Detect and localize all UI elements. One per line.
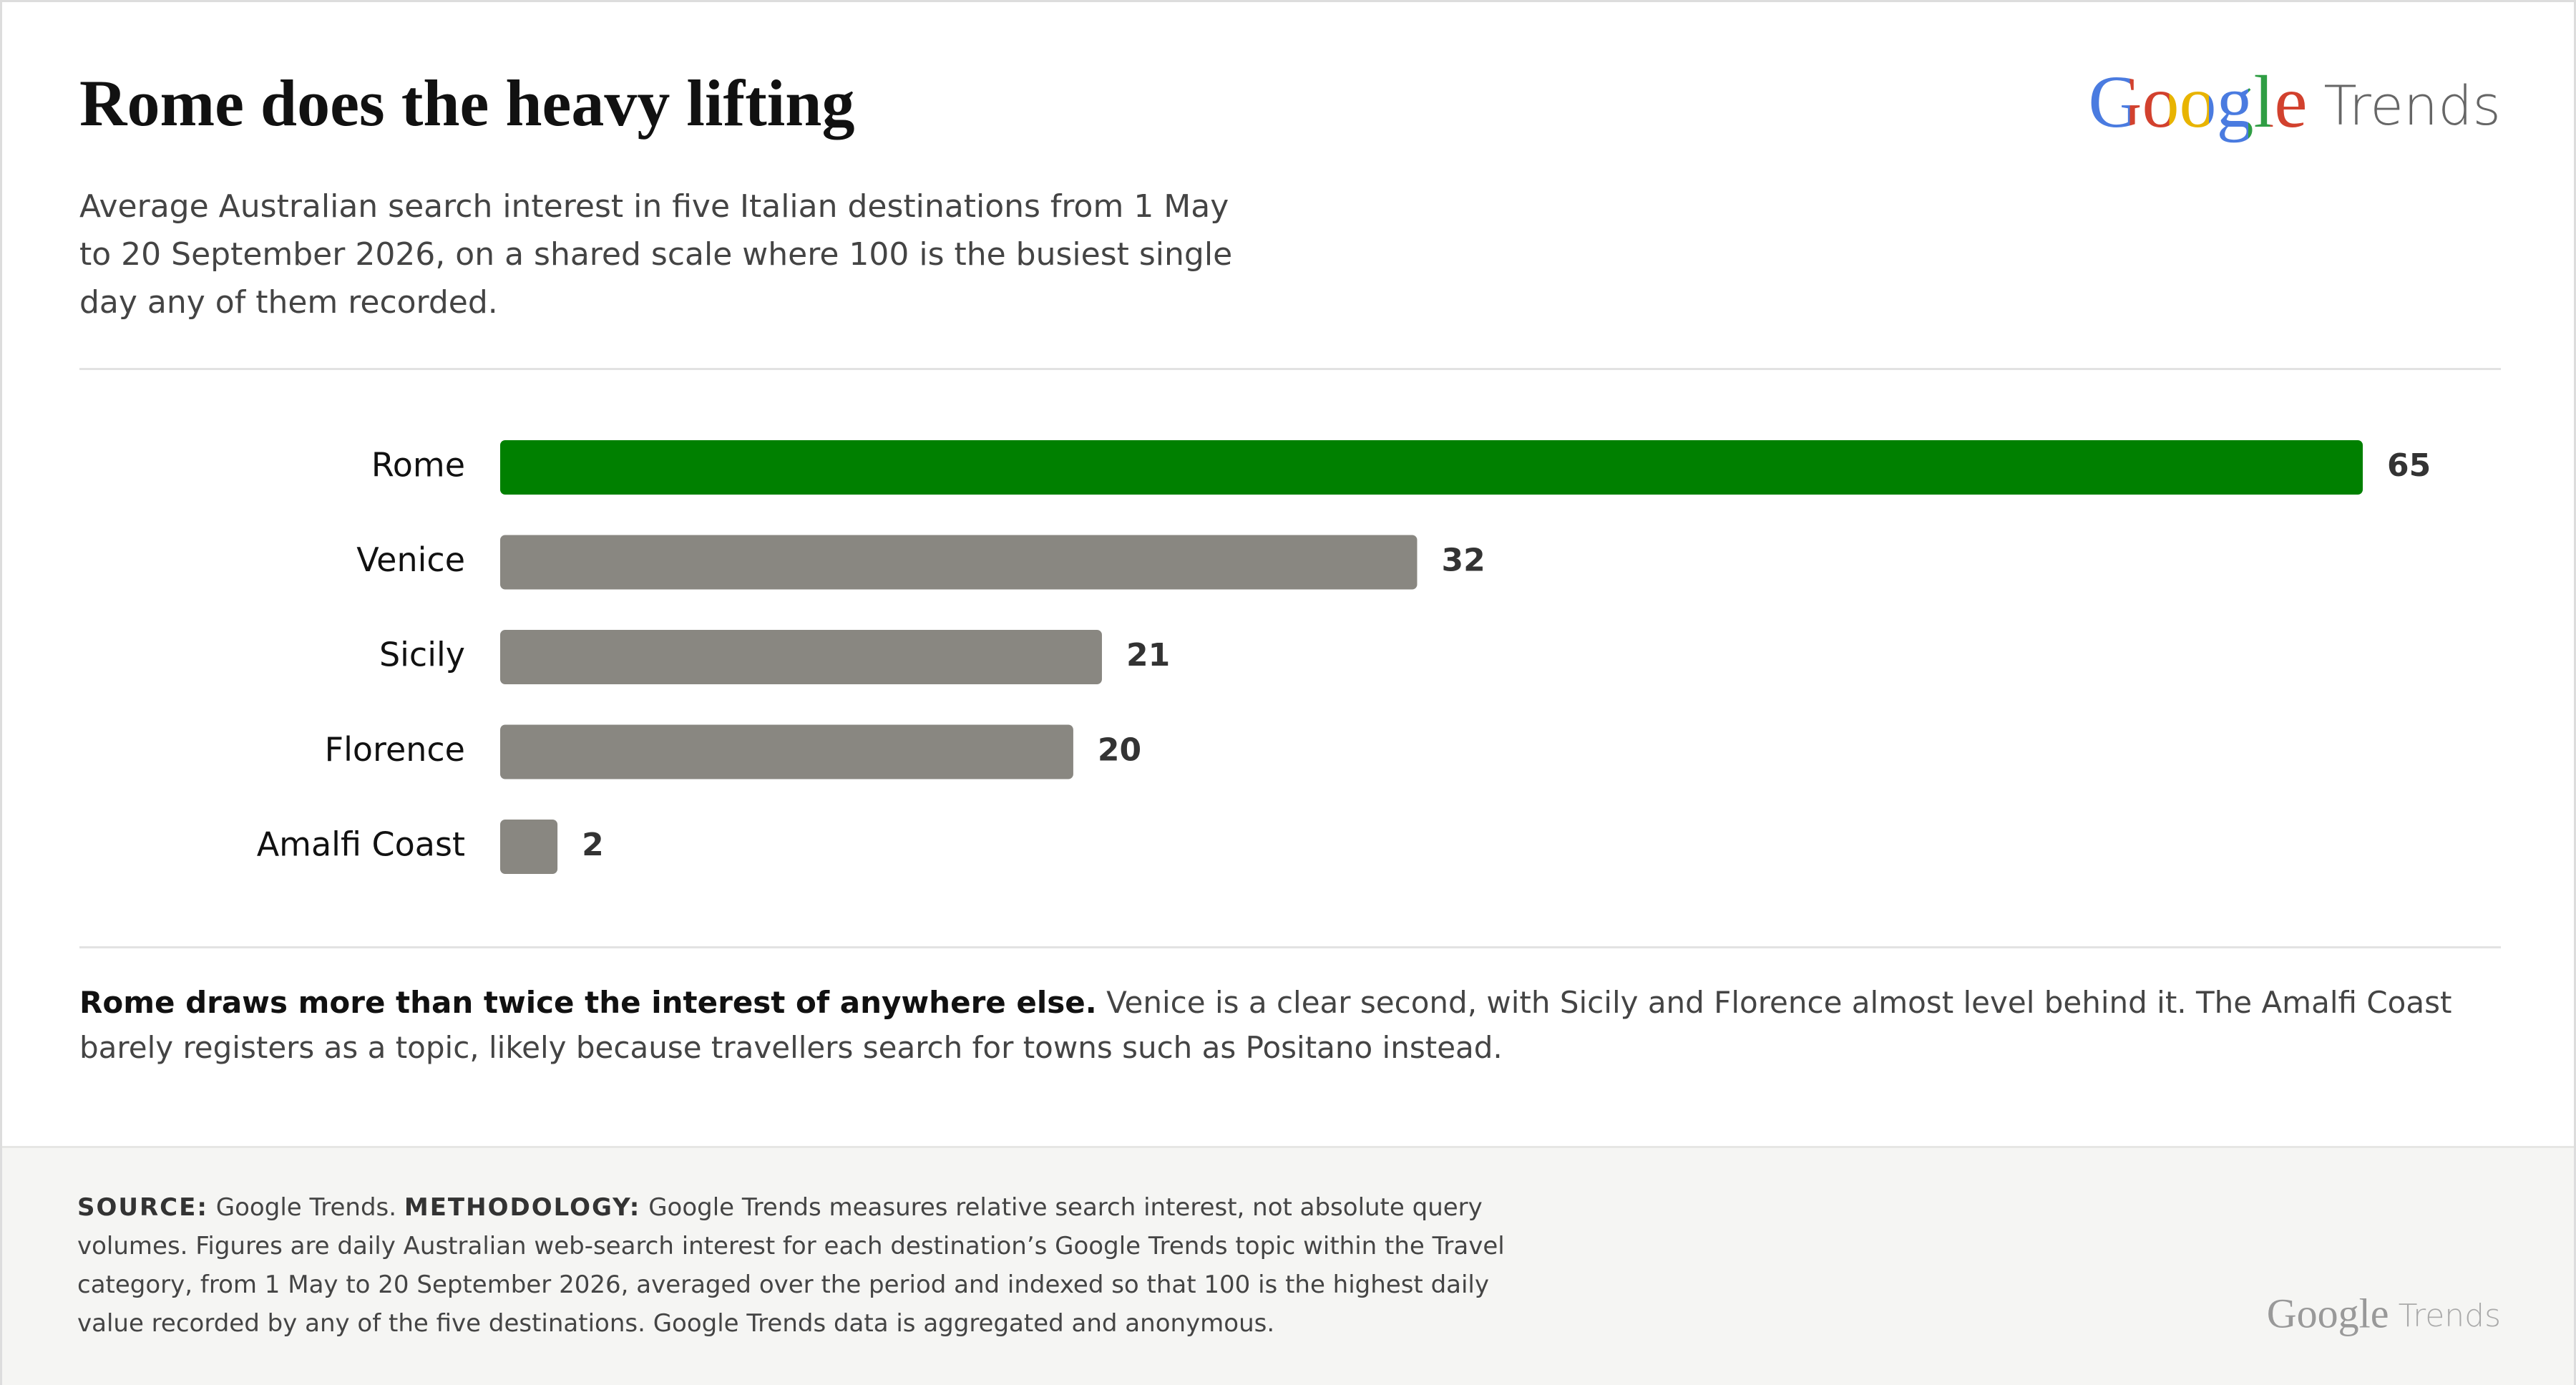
value-label: 2: [582, 827, 604, 863]
value-label: 65: [2387, 447, 2431, 484]
title: Rome does the heavy lifting: [79, 67, 855, 140]
subtitle: Average Australian search interest in fi…: [79, 188, 1233, 321]
value-label: 32: [1441, 543, 1485, 579]
logo-brand: Google: [2088, 61, 2307, 143]
value-label: 21: [1126, 637, 1170, 674]
bar: [500, 820, 558, 874]
footer: SOURCE: Google Trends. METHODOLOGY: Goog…: [2, 1146, 2574, 1385]
logo-product: Trends: [2323, 74, 2501, 137]
bar: [500, 724, 1073, 779]
methodology-label: METHODOLOGY:: [404, 1193, 641, 1222]
category-label: Sicily: [379, 636, 465, 674]
note: Rome draws more than twice the interest …: [79, 980, 2512, 1070]
category-label: Amalfi Coast: [257, 825, 465, 864]
category-label: Florence: [325, 730, 465, 769]
divider: [79, 946, 2501, 948]
note-text: Venice is a clear second, with Sicily an…: [79, 985, 2452, 1065]
category-label: Venice: [356, 540, 465, 579]
logo-product: Trends: [2399, 1298, 2501, 1334]
bar: [500, 535, 1418, 590]
logo-brand: Google: [2267, 1290, 2389, 1336]
source-label: SOURCE:: [77, 1193, 208, 1222]
methodology: Google Trends measures relative search i…: [77, 1193, 1505, 1338]
bar: [500, 630, 1102, 684]
note-lead: Rome draws more than twice the interest …: [79, 985, 1097, 1020]
source: Google Trends.: [215, 1193, 397, 1222]
bar: [500, 440, 2363, 495]
footer-text: SOURCE: Google Trends. METHODOLOGY: Goog…: [77, 1188, 1551, 1343]
divider: [79, 368, 2501, 370]
category-label: Rome: [371, 446, 465, 485]
value-label: 20: [1098, 732, 1141, 769]
